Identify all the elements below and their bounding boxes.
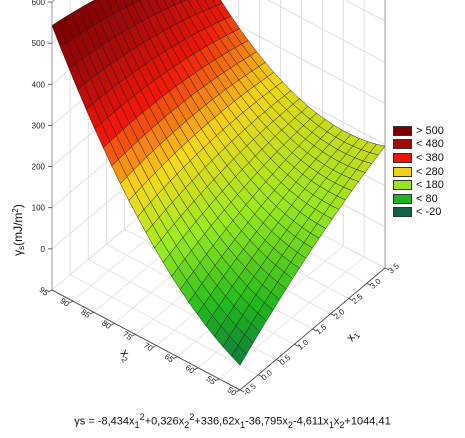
legend-swatch xyxy=(393,125,412,136)
x2-tick-label: 50 xyxy=(226,385,239,398)
formula-sub: 2 xyxy=(184,419,190,430)
z-axis-title: γs(mJ/m2) xyxy=(11,204,26,256)
x2-tick-mark xyxy=(89,311,94,315)
x2-tick-label: 95 xyxy=(38,285,51,298)
x1-tick-mark xyxy=(257,374,263,378)
z-tick-label: 100 xyxy=(32,204,46,213)
formula-term: -36,795x xyxy=(245,415,288,428)
x2-tick-label: 65 xyxy=(163,352,176,365)
legend-swatch xyxy=(393,166,412,177)
legend-label: > 500 xyxy=(416,124,444,137)
grid-line xyxy=(267,0,386,63)
legend-item: < 180 xyxy=(393,178,463,192)
x2-tick-mark xyxy=(131,334,136,337)
z-tick-label: 400 xyxy=(32,80,46,89)
x1-tick-mark xyxy=(294,343,299,347)
x1-tick-label: 0.0 xyxy=(260,368,275,382)
x1-tick-mark xyxy=(384,267,390,271)
surface-cell xyxy=(231,345,247,366)
x1-tick-label: 3.0 xyxy=(368,276,383,290)
x2-tick-mark xyxy=(47,289,53,293)
regression-formula: γs = -8,434x12+0,326x22+336,62x1-36,795x… xyxy=(0,412,465,430)
legend-swatch xyxy=(393,152,412,163)
legend-item: < -20 xyxy=(393,206,463,220)
formula-term: x xyxy=(333,415,340,428)
x2-tick-label: 75 xyxy=(121,330,134,343)
legend-label: < 380 xyxy=(416,151,444,164)
x1-tick-label: 2.0 xyxy=(332,307,347,321)
formula-sub: 1 xyxy=(239,419,246,430)
grid-line xyxy=(344,0,386,22)
x2-tick-mark xyxy=(110,322,115,326)
z-tick-label: 200 xyxy=(32,163,46,172)
floor-grid-line xyxy=(69,274,259,376)
legend-swatch xyxy=(393,139,412,150)
x2-tick-mark xyxy=(173,356,178,360)
x1-tick-mark xyxy=(276,359,281,362)
z-tick-label: 300 xyxy=(32,121,46,130)
box-edge xyxy=(51,289,241,391)
z-tick-label: 0 xyxy=(41,245,46,254)
formula-sub: 2 xyxy=(339,419,345,430)
x2-tick-label: 85 xyxy=(79,307,92,320)
x1-tick-mark xyxy=(348,298,353,301)
formula-sup: 2 xyxy=(189,412,195,422)
formula-term: -4,611x xyxy=(292,415,329,428)
legend-item: > 500 xyxy=(393,124,463,138)
legend-swatch xyxy=(393,207,412,218)
formula-sub: 1 xyxy=(328,419,334,430)
x2-tick-mark xyxy=(214,378,220,382)
x1-tick-mark xyxy=(330,313,335,317)
x2-tick-label: 55 xyxy=(205,374,218,387)
legend: > 500 < 480 < 380 < 280 < 180 < 80 < -20 xyxy=(393,124,463,219)
legend-swatch xyxy=(393,193,412,204)
x2-tick-mark xyxy=(194,367,199,371)
formula-term: = -8,434x xyxy=(85,415,135,428)
x1-tick-label: 1.0 xyxy=(296,337,311,351)
x2-tick-mark xyxy=(152,345,157,348)
x1-tick-label: 3.5 xyxy=(387,261,402,275)
x2-tick-label: 90 xyxy=(58,296,71,309)
formula-term: +1044,41 xyxy=(344,415,391,428)
x2-tick-label: 60 xyxy=(184,363,197,376)
legend-label: < 480 xyxy=(416,138,444,151)
x2-tick-label: 70 xyxy=(142,341,155,354)
legend-item: < 480 xyxy=(393,138,463,152)
legend-item: < 80 xyxy=(393,192,463,206)
x1-tick-mark xyxy=(366,282,372,286)
formula-sub: 2 xyxy=(287,419,293,430)
legend-label: < 180 xyxy=(416,179,444,192)
formula-term: +336,62x xyxy=(194,415,240,428)
surface-mesh xyxy=(51,0,386,366)
legend-label: < -20 xyxy=(416,206,442,219)
y-axis-title: x2 xyxy=(116,346,135,364)
x2-tick-mark xyxy=(235,389,241,393)
x1-tick-label: -0.5 xyxy=(242,381,259,397)
x-axis-title: x1 xyxy=(343,327,362,345)
legend-item: < 280 xyxy=(393,165,463,179)
legend-label: < 280 xyxy=(416,165,444,178)
legend-item: < 380 xyxy=(393,151,463,165)
formula-gamma: γs xyxy=(74,415,86,428)
formula-sup: 2 xyxy=(139,412,145,422)
x1-tick-label: 2.5 xyxy=(350,292,365,306)
legend-label: < 80 xyxy=(416,192,438,205)
formula-term: +0,326x xyxy=(144,415,185,428)
formula-sub: 1 xyxy=(134,419,140,430)
x1-tick-label: 1.5 xyxy=(314,322,329,336)
x1-tick-mark xyxy=(239,389,245,393)
x1-tick-label: 0.5 xyxy=(278,353,293,367)
x2-tick-mark xyxy=(68,300,74,304)
z-tick-label: 600 xyxy=(32,0,46,7)
legend-swatch xyxy=(393,180,412,191)
x2-tick-label: 80 xyxy=(100,318,113,331)
z-tick-label: 500 xyxy=(32,39,46,48)
x1-tick-mark xyxy=(312,328,317,332)
